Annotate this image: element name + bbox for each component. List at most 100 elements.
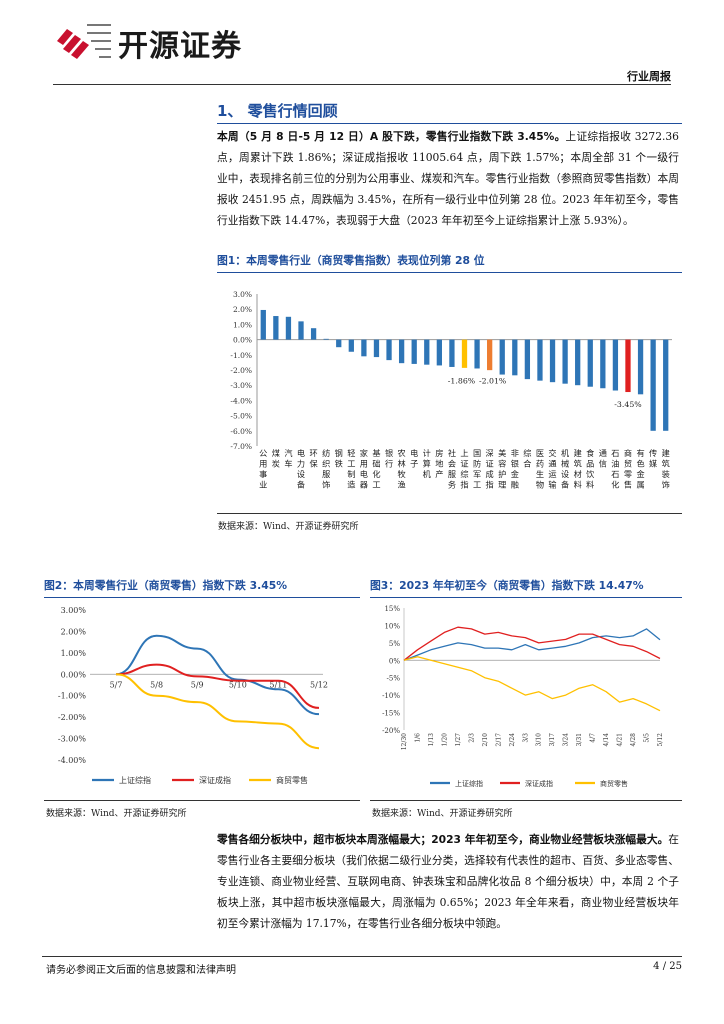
paragraph-body: 在零售行业各主要细分板块（我们依据二级行业分类，选择较有代表性的超市、百货、多业… <box>217 833 679 930</box>
category-label-char: 环 <box>309 448 317 458</box>
x-tick-label: 12/30 <box>401 733 408 750</box>
y-tick-label: -2.00% <box>58 713 87 722</box>
bar <box>361 339 367 357</box>
legend-label: 上证综指 <box>119 775 151 785</box>
category-label-char: 地 <box>435 459 443 469</box>
kaiyuan-logo-icon <box>57 24 111 59</box>
category-label-char: 工 <box>372 480 380 490</box>
bar <box>663 339 669 431</box>
bar <box>310 328 317 340</box>
category-label-char: 算 <box>423 459 431 469</box>
category-label-char: 属 <box>636 480 644 490</box>
category-label-char: 饰 <box>322 480 330 490</box>
figure3-source-rule <box>370 800 682 801</box>
y-tick-label: 5% <box>389 640 400 648</box>
bar <box>336 339 342 348</box>
bar <box>386 339 392 361</box>
y-tick-label: -4.0% <box>230 396 252 405</box>
category-label-char: 会 <box>448 459 456 469</box>
category-label-char: 容 <box>498 459 506 469</box>
paragraph-subsector-review: 零售各细分板块中，超市板块本周涨幅最大；2023 年年初至今，商业物业经营板块涨… <box>217 829 679 934</box>
x-tick-label: 2/17 <box>495 733 502 747</box>
bar <box>637 339 644 395</box>
x-tick-label: 5/8 <box>150 680 163 689</box>
category-label-char: 媒 <box>649 459 657 469</box>
category-label-char: 医 <box>536 448 544 458</box>
x-tick-label: 2/10 <box>482 733 489 747</box>
figure2-line-chart: 3.00% 2.00% 1.00% 0.00% -1.00% -2.00% -3.00% -4… <box>58 606 328 785</box>
category-label-char: 通 <box>548 459 556 469</box>
figure3-line-chart: 15% 10% 5% 0% -5% -10% -15% -20%12/30 1/6 1/13 1/2… <box>382 605 664 788</box>
series-line <box>115 663 320 709</box>
category-label-char: 造 <box>347 480 355 490</box>
paragraph-lead: 零售各细分板块中，超市板块本周涨幅最大；2023 年年初至今，商业物业经营板块涨… <box>217 833 669 846</box>
bar <box>524 339 531 380</box>
category-label-char: 业 <box>259 480 267 490</box>
category-label-char: 家 <box>360 448 368 458</box>
category-label-char: 牧 <box>398 469 406 479</box>
category-label-char: 钢 <box>335 448 343 458</box>
y-tick-label: 10% <box>384 622 400 630</box>
category-label-char: 社 <box>448 448 456 458</box>
figure2-source-rule <box>44 800 360 801</box>
legend-label: 深证成指 <box>199 775 231 785</box>
category-label-char: 纺 <box>322 448 330 458</box>
y-tick-label: -5% <box>387 675 401 683</box>
bar <box>260 309 266 340</box>
category-label-char: 指 <box>460 480 468 490</box>
y-tick-label: -20% <box>382 727 400 735</box>
figure3-title: 图3：2023 年年初至今（商贸零售）指数下跌 14.47% <box>370 579 644 592</box>
x-tick-label: 5/9 <box>191 680 204 689</box>
bar <box>436 339 442 366</box>
category-label-char: 林 <box>398 459 406 469</box>
category-label-char: 建 <box>574 448 582 458</box>
category-label-char: 化 <box>372 469 380 479</box>
x-tick-label: 4/28 <box>630 733 637 747</box>
bar <box>474 339 480 369</box>
category-label-char: 子 <box>410 459 418 469</box>
category-label-char: 务 <box>448 480 456 490</box>
category-label-char: 材 <box>574 469 582 479</box>
category-label-char: 军 <box>473 469 481 479</box>
category-label-char: 美 <box>498 448 506 458</box>
bar <box>323 338 329 340</box>
figure2-source: 数据来源：Wind、开源证券研究所 <box>46 809 187 819</box>
bar <box>549 339 556 383</box>
category-label-char: 银 <box>385 448 393 458</box>
category-label-char: 建 <box>662 448 670 458</box>
bar <box>587 339 593 387</box>
x-tick-label: 5/7 <box>110 680 123 689</box>
report-type-tag: 行业周报 <box>627 70 671 83</box>
category-label-char: 炭 <box>272 459 280 469</box>
category-label-char: 车 <box>284 459 292 469</box>
series-line <box>403 626 661 661</box>
category-label-char: 服 <box>448 469 456 479</box>
x-tick-label: 1/27 <box>455 733 462 747</box>
category-label-char: 药 <box>536 459 544 469</box>
series-line <box>403 628 661 661</box>
y-tick-label: -10% <box>382 692 400 700</box>
category-label-char: 理 <box>498 480 506 490</box>
page-number: 4 / 25 <box>653 961 682 972</box>
legend-label: 商贸零售 <box>276 775 308 785</box>
category-label-char: 筑 <box>662 459 670 469</box>
paragraph-lead: 本周（5 月 8 日-5 月 12 日）A 股下跌，零售行业指数下跌 3.45%… <box>217 130 566 143</box>
category-label-char: 铁 <box>335 459 343 469</box>
x-tick-label: 3/31 <box>576 733 583 746</box>
x-tick-label: 3/17 <box>549 733 556 747</box>
x-tick-label: 3/3 <box>522 733 529 743</box>
section-divider <box>217 123 682 124</box>
category-label-char: 力 <box>297 459 305 469</box>
category-label-char: 公 <box>259 448 267 458</box>
category-label-char: 备 <box>297 480 305 490</box>
x-tick-label: 5/5 <box>644 733 651 743</box>
category-label-char: 融 <box>511 480 519 490</box>
category-label-char: 金 <box>511 469 519 479</box>
paragraph-body: 上证综指报收 3272.36 点，周累计下跌 1.86%；深证成指报收 1100… <box>217 130 679 227</box>
bar <box>298 321 304 340</box>
x-tick-label: 1/6 <box>414 733 421 743</box>
category-label-char: 产 <box>435 469 443 479</box>
x-tick-label: 5/10 <box>229 680 247 689</box>
category-label-char: 品 <box>586 459 594 469</box>
y-tick-label: -3.00% <box>58 735 87 744</box>
